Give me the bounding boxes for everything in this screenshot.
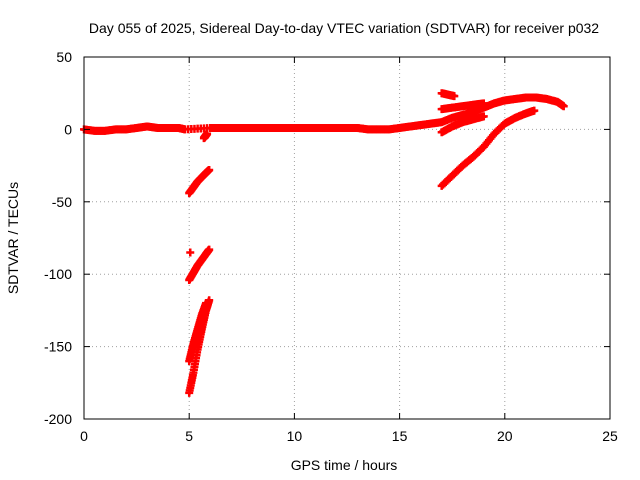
- x-tick-label: 0: [80, 428, 88, 444]
- data-point: [205, 245, 214, 254]
- data-point: [203, 129, 212, 138]
- ticks: 0 5 10 15 20 25 -200 -150 -100 -50 0 50: [44, 49, 618, 444]
- x-tick-label: 15: [392, 428, 408, 444]
- y-tick-label: -100: [44, 266, 72, 282]
- y-tick-label: -50: [52, 194, 72, 210]
- y-tick-label: 0: [64, 121, 72, 137]
- data-point: [186, 248, 195, 257]
- y-tick-label: 50: [56, 49, 72, 65]
- data-point: [530, 106, 539, 115]
- x-tick-label: 20: [497, 428, 513, 444]
- data-point: [479, 112, 488, 121]
- data-point: [479, 99, 488, 108]
- data-point: [205, 165, 214, 174]
- data-point: [450, 92, 459, 101]
- data-point: [559, 102, 568, 111]
- x-axis-label: GPS time / hours: [291, 457, 398, 473]
- x-tick-label: 10: [287, 428, 303, 444]
- x-tick-label: 25: [602, 428, 618, 444]
- data-point: [202, 299, 211, 308]
- data-marks: [80, 89, 568, 397]
- y-axis-label: SDTVAR / TECUs: [5, 182, 21, 294]
- plot-frame: [83, 56, 611, 420]
- y-tick-label: -200: [44, 411, 72, 427]
- y-tick-label: -150: [44, 339, 72, 355]
- x-tick-label: 5: [185, 428, 193, 444]
- chart-title: Day 055 of 2025, Sidereal Day-to-day VTE…: [89, 20, 599, 36]
- grid: [84, 57, 610, 419]
